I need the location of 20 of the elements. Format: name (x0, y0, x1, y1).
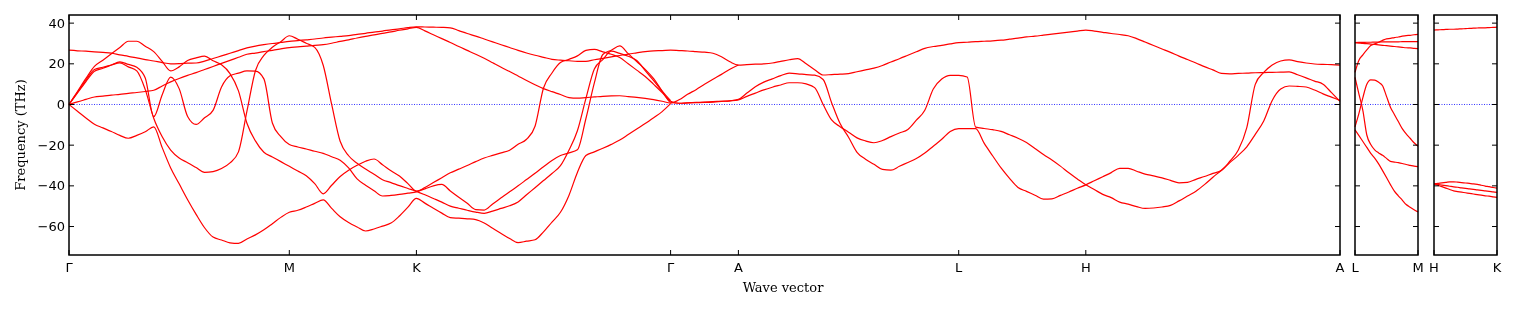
x-tick-label: Γ (666, 260, 675, 275)
x-tick-label: A (733, 260, 743, 275)
x-tick-label: K (412, 260, 422, 275)
y-axis-title: Frequency (THz) (13, 79, 28, 191)
x-tick-label: H (1080, 260, 1091, 275)
y-tick-label: 20 (48, 56, 65, 72)
y-tick-label: −40 (37, 178, 65, 194)
x-tick-label: M (1412, 260, 1424, 275)
y-tick-label: 0 (56, 96, 65, 112)
x-tick-label: L (955, 260, 964, 275)
x-tick-label: H (1429, 260, 1439, 275)
x-axis-title: Wave vector (742, 280, 825, 295)
y-tick-label: −20 (37, 137, 65, 153)
x-tick-label: K (1492, 260, 1502, 275)
x-tick-label: L (1351, 260, 1360, 275)
x-tick-label: A (1335, 260, 1345, 275)
x-tick-label: Γ (65, 260, 74, 275)
x-tick-label: M (283, 260, 295, 275)
y-tick-label: −60 (37, 219, 65, 235)
y-tick-label: 40 (48, 15, 65, 31)
